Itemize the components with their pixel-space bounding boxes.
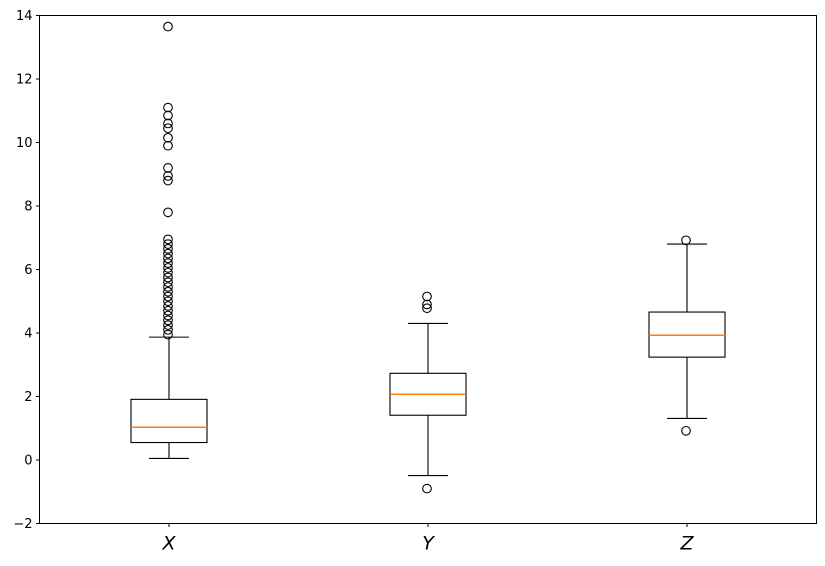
outlier-point-X bbox=[163, 258, 173, 269]
outlier-point-Z bbox=[681, 235, 691, 246]
outlier-point-X bbox=[163, 248, 173, 259]
outlier-point-X bbox=[163, 324, 173, 335]
y-tick-label: −2 bbox=[13, 517, 32, 532]
outlier-point-X bbox=[163, 320, 173, 330]
outlier-point-Z bbox=[681, 425, 691, 436]
x-axis-label-X: X bbox=[161, 533, 176, 555]
outlier-point-X bbox=[163, 267, 173, 278]
outlier-point-X bbox=[163, 110, 173, 121]
outlier-point-X bbox=[163, 305, 173, 316]
outlier-point-X bbox=[163, 263, 173, 273]
y-tick-label: 8 bbox=[24, 200, 32, 215]
x-axis-label-Z: Z bbox=[679, 533, 694, 555]
outlier-point-Y bbox=[422, 483, 432, 494]
outlier-point-X bbox=[163, 244, 173, 254]
outlier-point-X bbox=[163, 315, 173, 326]
outlier-point-X bbox=[163, 170, 173, 181]
outlier-point-X bbox=[163, 329, 173, 340]
outlier-point-X bbox=[163, 234, 173, 245]
y-tick-label: 14 bbox=[16, 9, 33, 24]
outlier-point-X bbox=[163, 118, 173, 129]
outlier-point-X bbox=[163, 296, 173, 307]
outlier-point-X bbox=[163, 239, 173, 249]
x-axis-label-Y: Y bbox=[422, 533, 435, 555]
box-X bbox=[130, 398, 208, 444]
outlier-point-X bbox=[163, 21, 173, 32]
outlier-point-Y bbox=[422, 291, 432, 302]
outlier-point-X bbox=[163, 175, 173, 186]
outlier-point-X bbox=[163, 123, 173, 134]
outlier-point-X bbox=[163, 272, 173, 283]
outlier-point-X bbox=[163, 253, 173, 264]
outlier-point-X bbox=[163, 310, 173, 321]
outlier-point-X bbox=[163, 282, 173, 292]
outlier-point-X bbox=[163, 277, 173, 288]
outlier-point-Y bbox=[422, 303, 432, 314]
outlier-point-X bbox=[163, 163, 173, 173]
y-tick-label: 10 bbox=[16, 136, 33, 151]
outlier-point-X bbox=[163, 132, 173, 143]
outlier-point-X bbox=[163, 286, 173, 297]
y-tick-label: 4 bbox=[24, 327, 32, 342]
y-tick-label: 12 bbox=[16, 73, 33, 88]
outlier-point-X bbox=[163, 207, 173, 218]
y-tick-label: 6 bbox=[24, 263, 32, 278]
y-tick-label: 2 bbox=[24, 390, 32, 405]
outlier-point-X bbox=[163, 140, 173, 151]
outlier-point-Y bbox=[422, 299, 432, 310]
outlier-point-X bbox=[163, 291, 173, 302]
outlier-point-X bbox=[163, 301, 173, 311]
y-tick-label: 0 bbox=[24, 454, 32, 469]
outlier-point-X bbox=[163, 102, 173, 113]
